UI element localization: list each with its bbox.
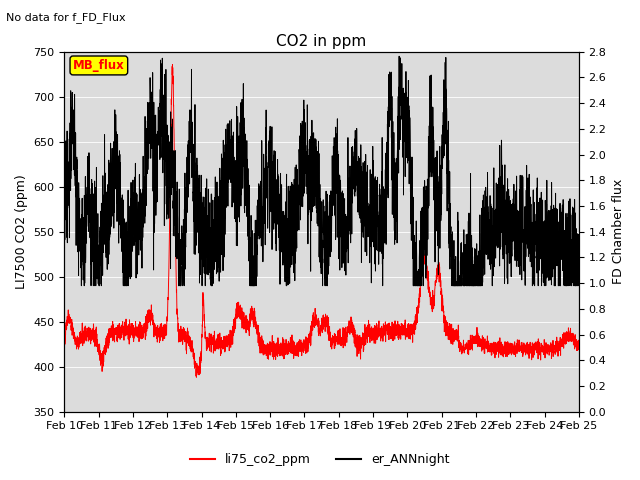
Title: CO2 in ppm: CO2 in ppm	[276, 34, 367, 49]
Legend: li75_co2_ppm, er_ANNnight: li75_co2_ppm, er_ANNnight	[186, 448, 454, 471]
Y-axis label: LI7500 CO2 (ppm): LI7500 CO2 (ppm)	[15, 174, 28, 289]
Y-axis label: FD Chamber flux: FD Chamber flux	[612, 179, 625, 284]
Text: MB_flux: MB_flux	[73, 59, 125, 72]
Text: No data for f_FD_Flux: No data for f_FD_Flux	[6, 12, 126, 23]
